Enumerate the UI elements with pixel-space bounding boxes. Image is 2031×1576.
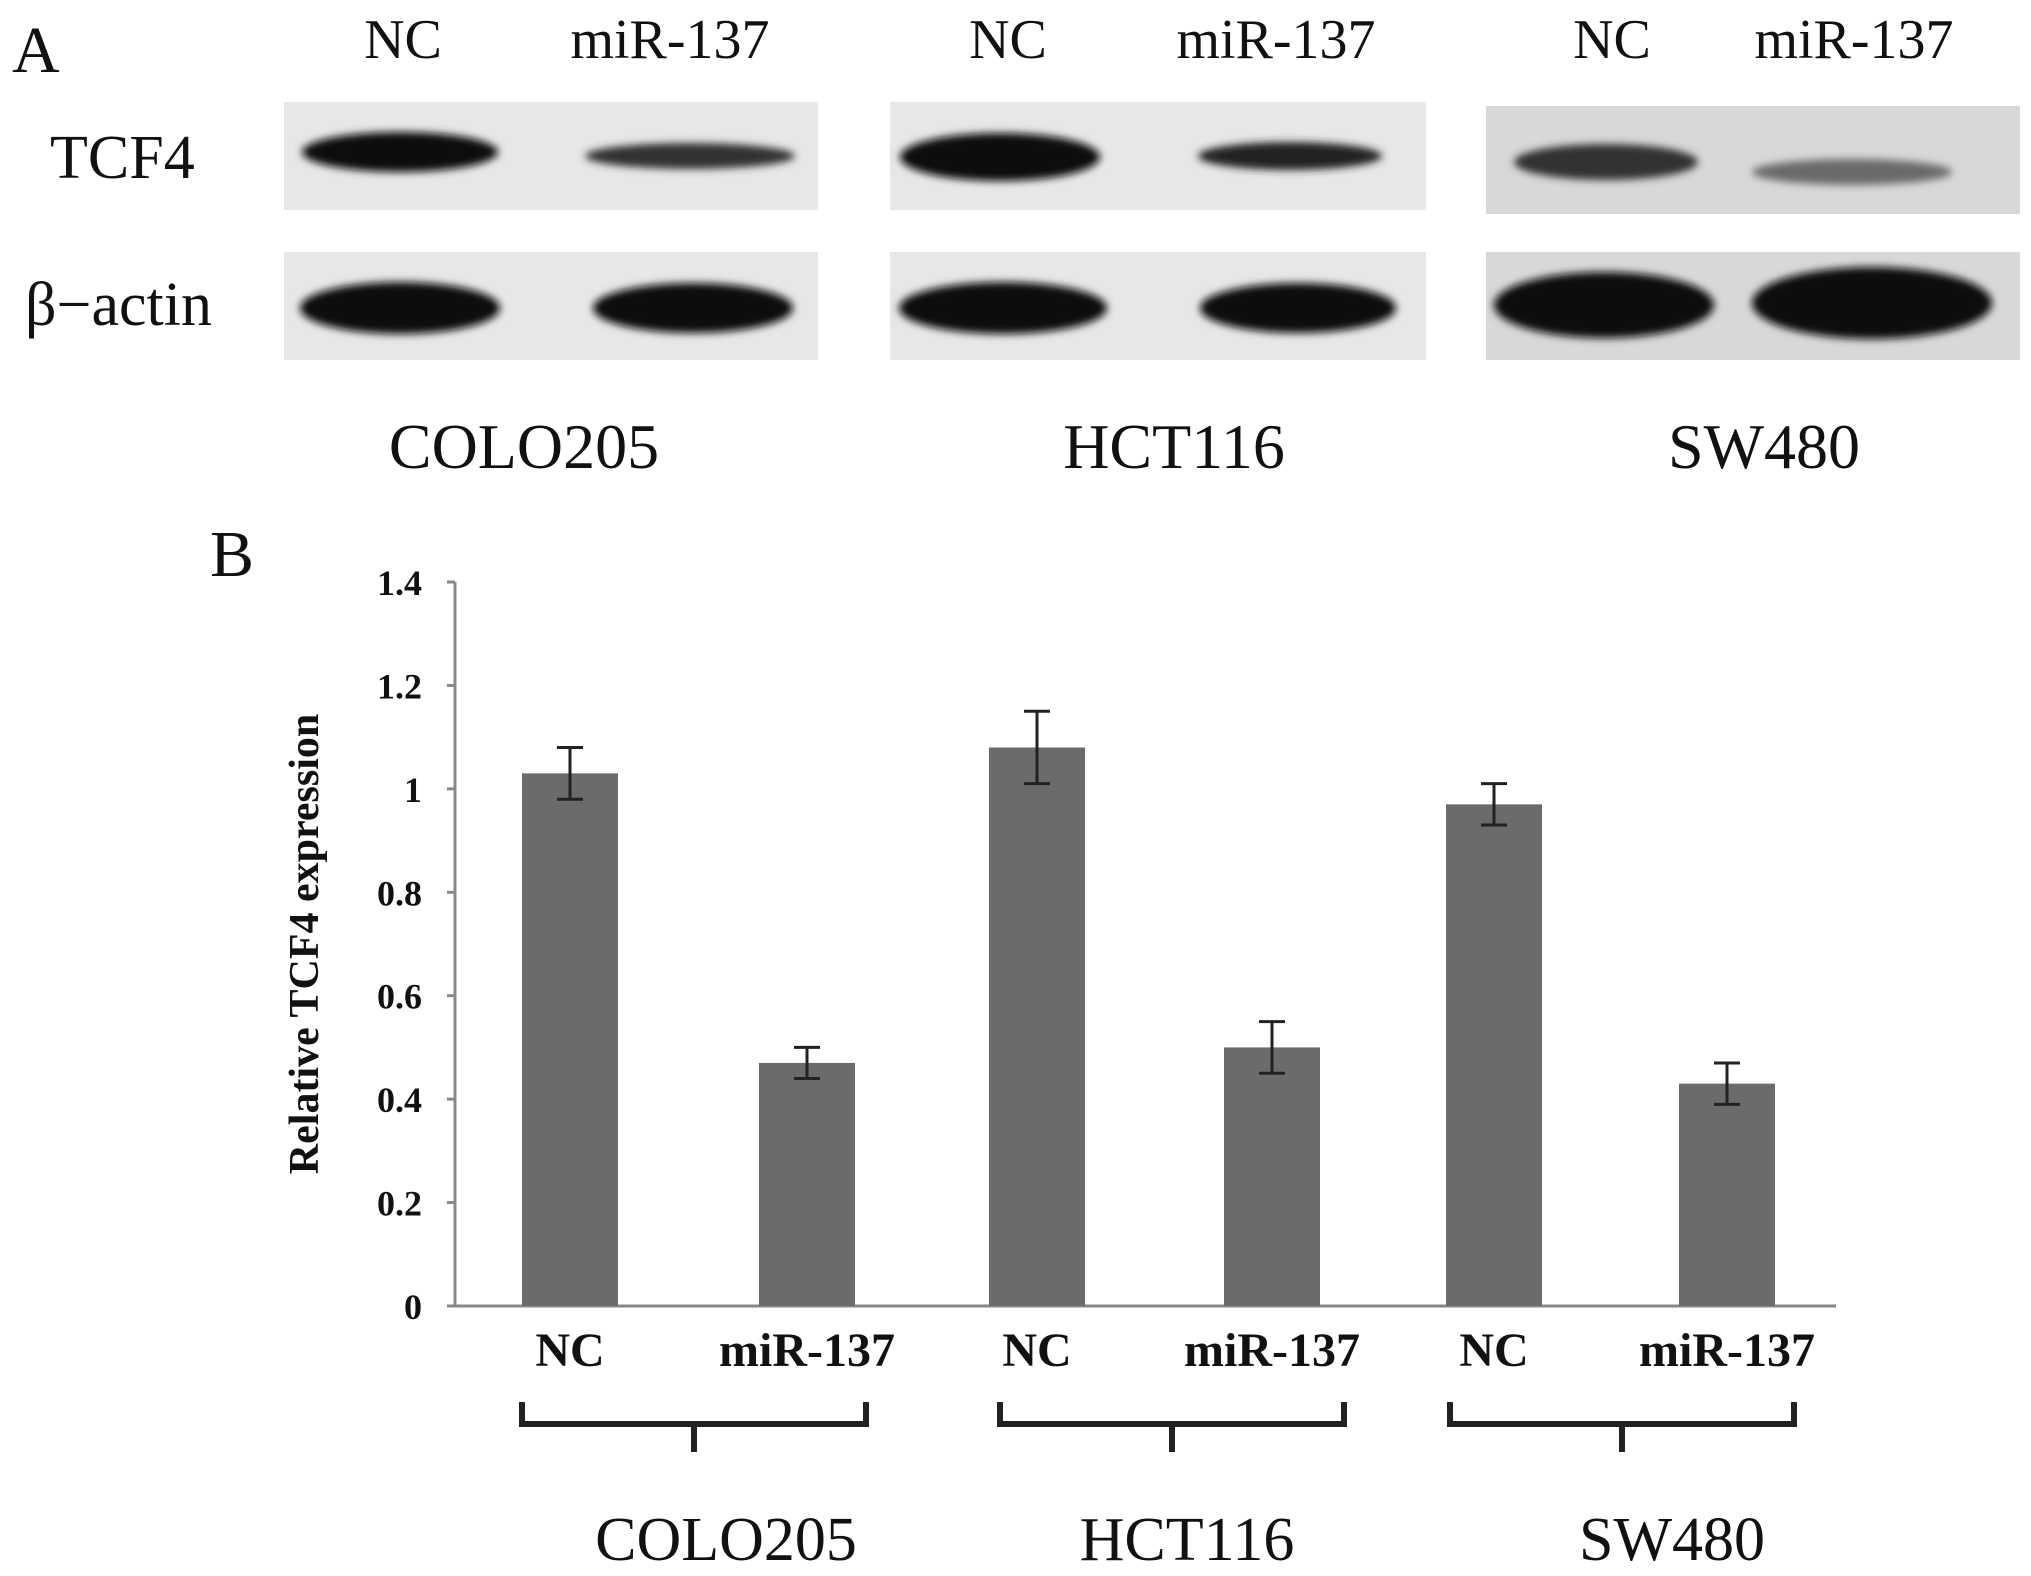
- lane-label-mir137: miR-137: [1754, 9, 1953, 71]
- band-actin-mir137: [1752, 267, 1992, 339]
- group-label: SW480: [1579, 1506, 1765, 1574]
- blot-colo205: NC miR-137 COLO205: [284, 9, 818, 482]
- y-tick-label: 0.4: [377, 1080, 422, 1120]
- cell-line-label: HCT116: [1063, 411, 1285, 482]
- bar-chart: Relative TCF4 expression 0 0.2 0.4 0.6 0.8 1 1…: [282, 563, 1836, 1574]
- x-tick-label: miR-137: [719, 1324, 895, 1377]
- cell-line-label: COLO205: [389, 411, 659, 482]
- band-actin-nc: [1494, 272, 1714, 338]
- bars: [522, 747, 1775, 1306]
- x-tick-label: miR-137: [1184, 1324, 1360, 1377]
- band-actin-nc: [300, 282, 500, 334]
- lane-label-nc: NC: [1573, 9, 1651, 71]
- y-axis-label: Relative TCF4 expression: [282, 714, 328, 1174]
- error-bars: [557, 709, 1740, 1106]
- group-label: HCT116: [1080, 1506, 1295, 1574]
- band-actin-mir137: [593, 283, 793, 333]
- y-tick-label: 0.8: [377, 873, 422, 913]
- band-tcf4-mir137: [1752, 159, 1952, 185]
- y-tick-label: 0.6: [377, 977, 422, 1017]
- group-brackets: [519, 1402, 1797, 1452]
- bar-1: [759, 1062, 855, 1306]
- x-tick-labels: NC miR-137 NC miR-137 NC miR-137: [535, 1324, 1815, 1377]
- group-labels: COLO205 HCT116 SW480: [595, 1506, 1765, 1574]
- blot-sw480: NC miR-137 SW480: [1486, 9, 2020, 482]
- band-actin-mir137: [1200, 283, 1396, 333]
- y-tick-label: 0: [404, 1287, 422, 1327]
- band-tcf4-nc: [302, 132, 498, 172]
- bar-4: [1446, 804, 1542, 1306]
- band-tcf4-nc: [1514, 144, 1698, 180]
- x-tick-label: NC: [535, 1324, 604, 1377]
- lane-label-nc: NC: [969, 9, 1047, 71]
- band-tcf4-nc: [900, 133, 1100, 181]
- bar-2: [989, 747, 1085, 1306]
- cell-line-label: SW480: [1668, 411, 1860, 482]
- x-tick-label: miR-137: [1639, 1324, 1815, 1377]
- panel-b-label: B: [210, 518, 254, 591]
- y-tick-label: 1.4: [377, 563, 422, 603]
- y-axis-ticks: 0 0.2 0.4 0.6 0.8 1 1.2 1.4: [377, 563, 455, 1327]
- band-tcf4-mir137: [585, 143, 795, 169]
- blot-hct116: NC miR-137 HCT116: [890, 9, 1426, 482]
- bar-3: [1224, 1047, 1320, 1306]
- row-label-beta-actin: β−actin: [25, 271, 212, 339]
- group-bracket-0: [519, 1402, 869, 1452]
- y-tick-label: 0.2: [377, 1184, 422, 1224]
- y-tick-label: 1: [404, 770, 422, 810]
- x-tick-label: NC: [1459, 1324, 1528, 1377]
- x-tick-label: NC: [1002, 1324, 1071, 1377]
- y-tick-label: 1.2: [377, 666, 422, 706]
- bar-5: [1679, 1083, 1775, 1306]
- band-tcf4-mir137: [1198, 142, 1382, 170]
- group-bracket-2: [1447, 1402, 1797, 1452]
- bar-0: [522, 773, 618, 1306]
- panel-a-label: A: [12, 14, 60, 87]
- lane-label-nc: NC: [364, 9, 442, 71]
- group-bracket-1: [997, 1402, 1347, 1452]
- group-label: COLO205: [595, 1506, 857, 1574]
- lane-label-mir137: miR-137: [570, 9, 769, 71]
- lane-label-mir137: miR-137: [1176, 9, 1375, 71]
- band-actin-nc: [899, 282, 1107, 334]
- row-label-tcf4: TCF4: [50, 124, 195, 192]
